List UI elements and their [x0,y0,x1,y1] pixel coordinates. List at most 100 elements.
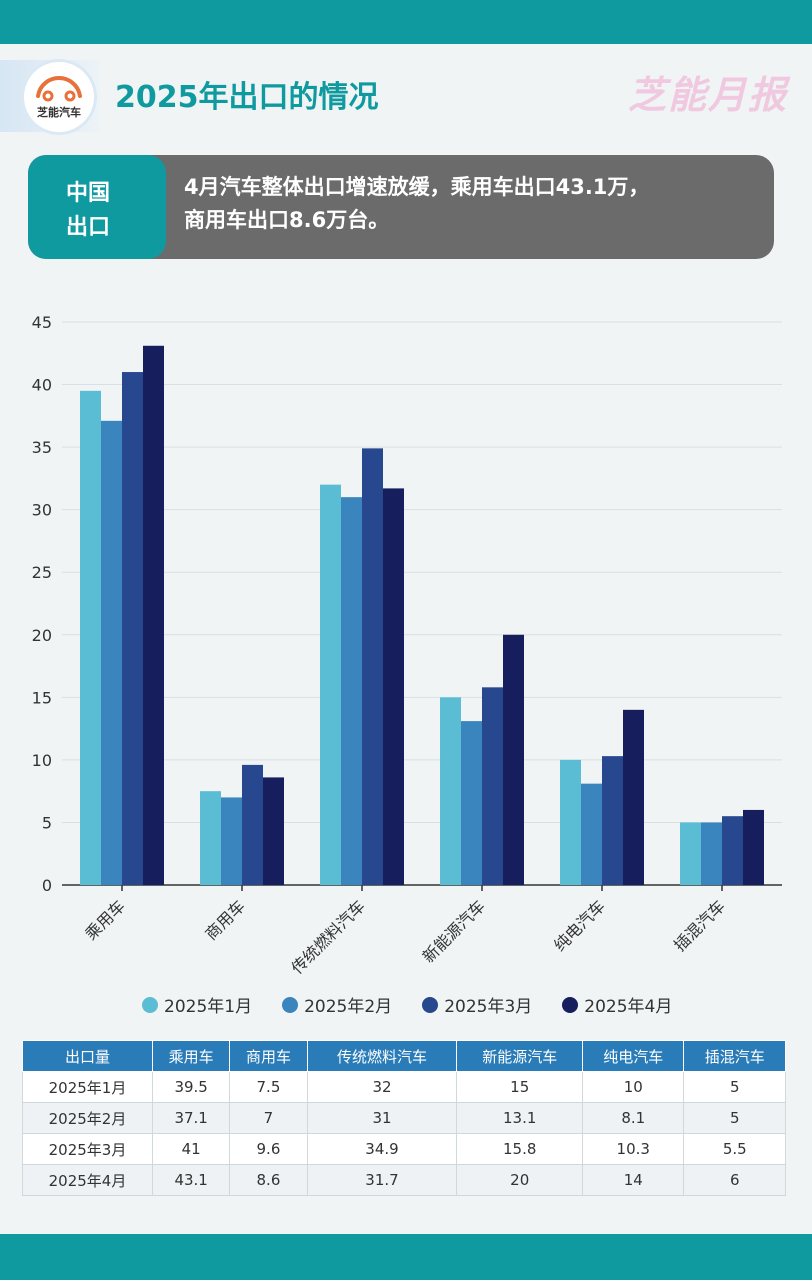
banner-text: 4月汽车整体出口增速放缓，乘用车出口43.1万， 商用车出口8.6万台。 [184,171,764,237]
bar-2-0 [320,484,341,885]
legend-item: 2025年2月 [282,992,392,1017]
banner-tag-line1: 中国 [66,181,111,206]
table-row-label: 2025年1月 [22,1071,153,1103]
bar-2-1 [341,497,362,885]
table-cell: 41 [151,1133,231,1165]
table-column-header: 新能源汽车 [456,1040,584,1072]
y-tick-label: 15 [32,688,52,707]
table-cell: 37.1 [151,1102,231,1134]
bar-chart: 0 5 10 15 20 25 30 35 40 45 乘用车 商用车 传统燃料汽车 新能源汽车 纯电汽车 插… [32,313,782,978]
table-cell: 13.1 [456,1102,584,1134]
bar-2-2 [362,448,383,885]
bar-3-2 [482,687,503,885]
table-cell: 10 [582,1071,685,1103]
table-cell: 5 [683,1071,786,1103]
bar-4-2 [602,756,623,885]
legend-swatch [142,996,158,1013]
chart-legend: 2025年1月 2025年2月 2025年3月 2025年4月 [142,992,672,1017]
bar-1-0 [200,791,221,885]
bar-3-0 [440,697,461,885]
table-cell: 5 [683,1102,786,1134]
table-cell: 5.5 [683,1133,786,1165]
y-tick-label: 45 [32,313,52,332]
bar-0-0 [80,390,101,885]
table-cell: 10.3 [582,1133,685,1165]
bar-5-2 [722,816,743,885]
bar-0-1 [101,420,122,885]
bar-1-3 [263,777,284,885]
table-row: 2025年4月 43.1 8.6 31.7 20 14 6 [22,1164,786,1196]
y-tick-label: 10 [32,751,52,770]
bar-4-3 [623,709,644,885]
top-bar [0,0,812,44]
bar-0-2 [122,372,143,885]
table-cell: 7 [229,1102,308,1134]
table-cell: 7.5 [229,1071,308,1103]
table-cell: 15 [456,1071,584,1103]
table-cell: 9.6 [229,1133,308,1165]
y-tick-label: 30 [32,501,52,520]
bar-2-3 [383,488,404,885]
y-tick-label: 25 [32,563,52,582]
x-tick-label: 乘用车 [81,896,128,943]
logo-text: 芝能汽车 [37,106,81,119]
table-cell: 6 [683,1164,786,1196]
bar-5-3 [743,809,764,885]
banner-text-line1: 4月汽车整体出口增速放缓，乘用车出口43.1万， [184,175,650,199]
legend-label: 2025年1月 [164,997,253,1017]
car-logo-icon [36,75,82,102]
table-row: 2025年3月 41 9.6 34.9 15.8 10.3 5.5 [22,1133,786,1165]
table-column-header: 插混汽车 [683,1040,786,1072]
y-tick-label: 40 [32,376,52,395]
bar-5-1 [701,822,722,885]
table-header-row: 出口量 乘用车 商用车 传统燃料汽车 新能源汽车 纯电汽车 插混汽车 [22,1040,786,1072]
table-column-header: 商用车 [229,1040,308,1072]
bottom-bar [0,1234,812,1280]
table-cell: 8.6 [229,1164,308,1196]
legend-item: 2025年1月 [142,992,252,1017]
banner-tag-line2: 出口 [66,215,111,240]
table-column-header: 传统燃料汽车 [306,1040,458,1072]
table-cell: 43.1 [151,1164,231,1196]
table-row: 2025年1月 39.5 7.5 32 15 10 5 [22,1071,786,1103]
bar-1-1 [221,797,242,885]
table-cell: 32 [306,1071,458,1103]
bar-0-3 [143,345,164,885]
table-cell: 15.8 [456,1133,584,1165]
table-row-label: 2025年4月 [22,1164,153,1196]
table-cell: 31.7 [306,1164,458,1196]
x-tick-label: 商用车 [201,896,248,943]
bar-3-3 [503,634,524,885]
table-cell: 39.5 [151,1071,231,1103]
y-tick-label: 20 [32,626,52,645]
brand-mark: 芝能月报 [627,73,788,117]
legend-swatch [562,996,579,1013]
table-cell: 20 [456,1164,584,1196]
table-row-label: 2025年2月 [22,1102,153,1134]
legend-swatch [282,996,299,1013]
logo: 芝能汽车 [24,62,94,132]
table-row: 2025年2月 37.1 7 31 13.1 8.1 5 [22,1102,786,1134]
bar-4-1 [581,783,602,885]
legend-label: 2025年4月 [584,997,673,1017]
table-cell: 14 [582,1164,685,1196]
legend-item: 2025年3月 [422,992,532,1017]
bar-1-2 [242,764,263,885]
x-tick-label: 传统燃料汽车 [288,896,369,977]
export-data-table: 出口量 乘用车 商用车 传统燃料汽车 新能源汽车 纯电汽车 插混汽车 2025年1月 39.… [22,1040,786,1196]
y-tick-label: 0 [42,876,52,895]
page-title: 2025年出口的情况 [115,80,379,115]
bar-3-1 [461,721,482,885]
legend-label: 2025年3月 [444,997,533,1017]
x-tick-label: 纯电汽车 [550,896,609,955]
legend-item: 2025年4月 [562,992,672,1017]
bar-5-0 [680,822,701,885]
table-corner-header: 出口量 [22,1040,153,1072]
table-row-label: 2025年3月 [22,1133,153,1165]
table-column-header: 乘用车 [151,1040,231,1072]
legend-label: 2025年2月 [304,997,393,1017]
legend-swatch [422,996,439,1013]
bar-4-0 [560,759,581,885]
table-cell: 8.1 [582,1102,685,1134]
table-cell: 34.9 [306,1133,458,1165]
